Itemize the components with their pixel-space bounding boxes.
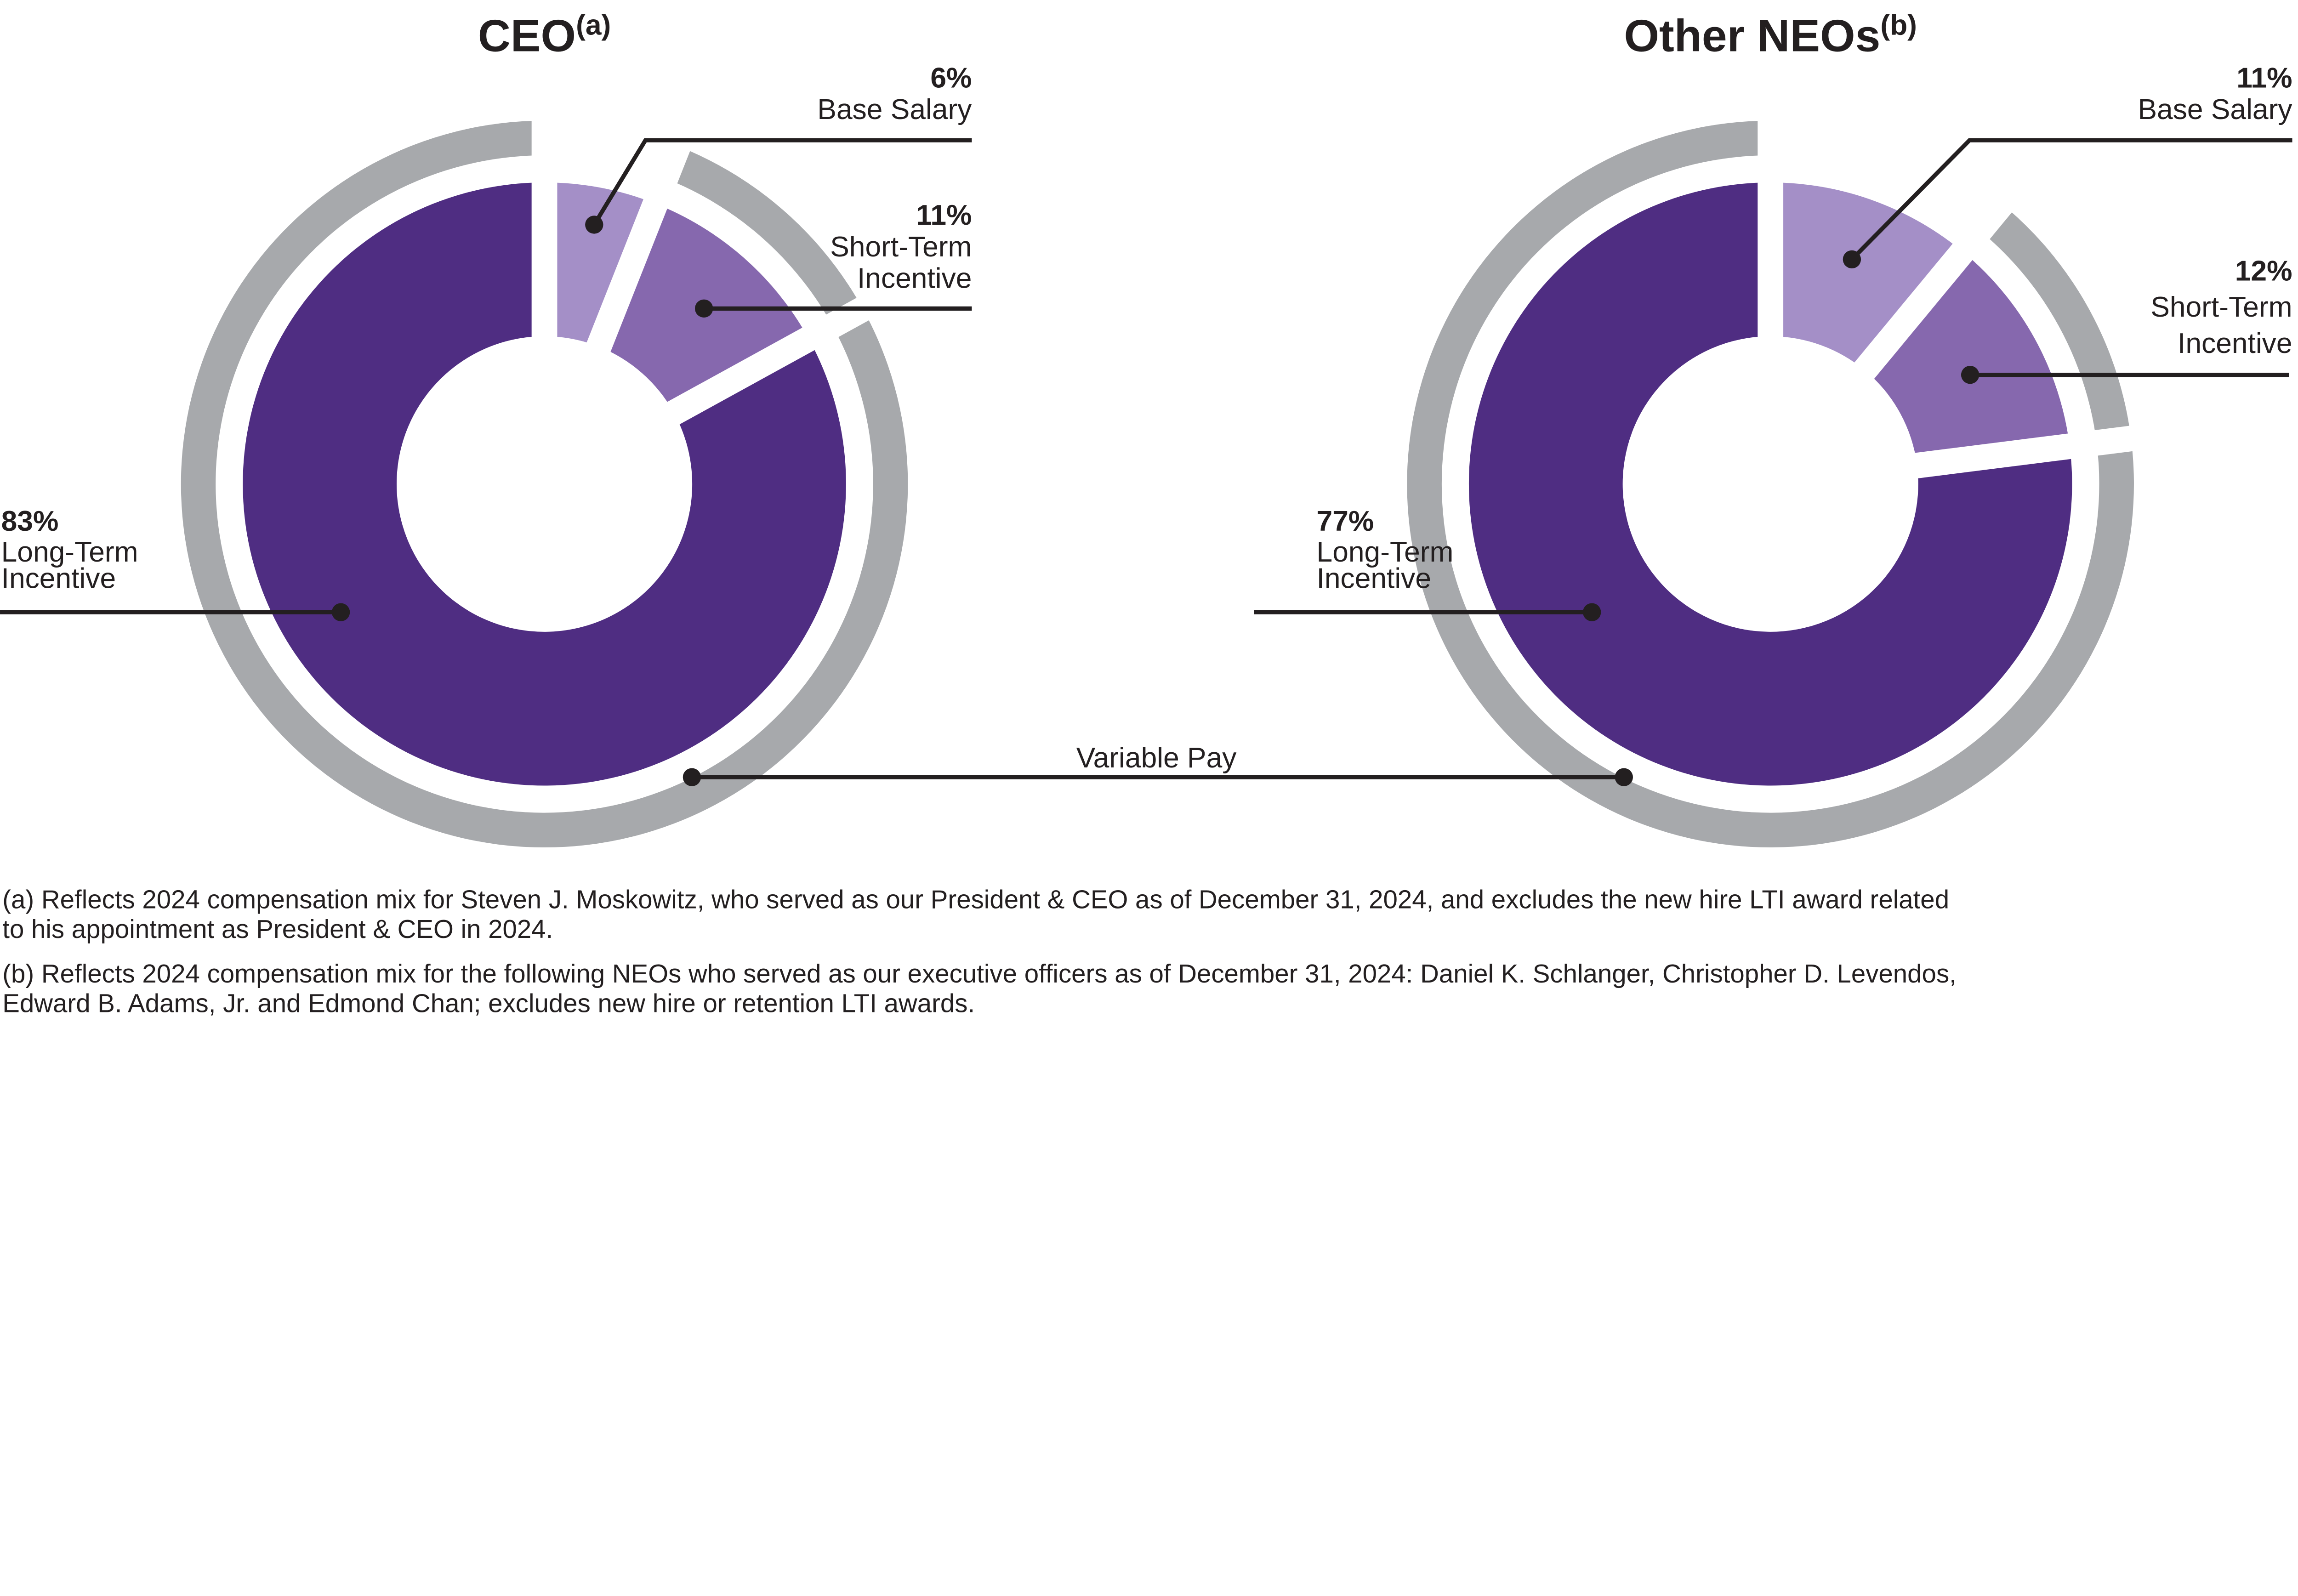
segment-label-long-term-incentive-line-2: Incentive bbox=[1, 563, 116, 595]
leader-dot-base-salary bbox=[585, 216, 603, 234]
donut-segment-short-term-incentive bbox=[1865, 251, 2070, 466]
chart-title-ceo: CEO(a) bbox=[478, 9, 611, 61]
footnote-b-line-2: Edward B. Adams, Jr. and Edmond Chan; ex… bbox=[2, 988, 975, 1017]
variable-pay-label: Variable Pay bbox=[1076, 742, 1237, 774]
segment-label-pct-long-term-incentive: 77% bbox=[1317, 505, 1374, 537]
leader-line-base-salary bbox=[592, 138, 972, 226]
segment-label-short-term-incentive-line-1: Short-Term bbox=[2150, 291, 2292, 323]
leader-line-base-salary bbox=[1850, 138, 2292, 261]
leader-dot-short-term-incentive bbox=[1961, 366, 1979, 384]
variable-pay-leader-dot-right bbox=[1615, 768, 1633, 786]
donut-segment-base-salary bbox=[1770, 182, 1963, 370]
segment-label-pct-short-term-incentive: 11% bbox=[916, 199, 972, 231]
segment-label-short-term-incentive-line-2: Incentive bbox=[857, 263, 972, 295]
donut-chart-ceo: 6%Base Salary11%Short-TermIncentive83%Lo… bbox=[0, 62, 972, 848]
footnote-b-line-1: (b) Reflects 2024 compensation mix for t… bbox=[2, 959, 1957, 988]
segment-label-long-term-incentive-line-1: Long-Term bbox=[1317, 536, 1454, 568]
segment-label-base-salary-line-1: Base Salary bbox=[2138, 94, 2292, 125]
chart-title-ceo-superscript: (a) bbox=[576, 9, 611, 41]
footnotes: (a) Reflects 2024 compensation mix for S… bbox=[2, 885, 1957, 1018]
donut-segment-long-term-incentive bbox=[1468, 182, 2072, 786]
donut-chart-other-neos: 11%Base Salary 12% Short-Term Incentive 77%L… bbox=[1254, 62, 2292, 848]
donut-segment-long-term-incentive bbox=[243, 182, 846, 786]
footnote-a-line-1: (a) Reflects 2024 compensation mix for S… bbox=[2, 885, 1949, 914]
chart-title-other-neos-superscript: (b) bbox=[1880, 9, 1917, 41]
segment-separator bbox=[538, 289, 885, 495]
chart-title-other-neos: Other NEOs(b) bbox=[1624, 9, 1917, 61]
variable-pay-annotation: Variable Pay bbox=[683, 742, 1633, 786]
leader-dot-base-salary bbox=[1843, 250, 1861, 269]
segment-separator bbox=[1769, 423, 2151, 497]
chart-title-ceo-text: CEO bbox=[478, 11, 576, 61]
donut-charts-layer: 6%Base Salary11%Short-TermIncentive83%Lo… bbox=[0, 62, 2292, 848]
leader-dot-long-term-incentive bbox=[331, 603, 350, 621]
segment-label-pct-long-term-incentive: 83% bbox=[1, 505, 59, 537]
segment-label-short-term-incentive-line-1: Short-Term bbox=[830, 231, 972, 263]
segment-label-short-term-incentive-line-2: Incentive bbox=[2178, 328, 2292, 359]
segment-label-pct-short-term-incentive: 12% bbox=[2235, 255, 2292, 287]
leader-dot-short-term-incentive bbox=[695, 299, 713, 318]
chart-title-other-neos-text: Other NEOs bbox=[1624, 11, 1880, 61]
variable-pay-leader-dot-left bbox=[683, 768, 701, 786]
compensation-mix-figure: CEO(a) Other NEOs(b) 6%Base Salary11%Sho… bbox=[0, 9, 2293, 1018]
segment-label-long-term-incentive-line-2: Incentive bbox=[1317, 563, 1431, 595]
footnote-a-line-2: to his appointment as President & CEO in… bbox=[2, 914, 553, 943]
leader-dot-long-term-incentive bbox=[1583, 603, 1601, 621]
donut-segment-base-salary bbox=[544, 182, 656, 347]
segment-label-pct-base-salary: 6% bbox=[930, 62, 972, 94]
segment-label-base-salary-line-1: Base Salary bbox=[817, 94, 972, 125]
segment-label-long-term-incentive-line-1: Long-Term bbox=[1, 536, 138, 568]
segment-label-pct-base-salary: 11% bbox=[2236, 62, 2292, 94]
segment-separator bbox=[1760, 182, 2024, 493]
segment-separator bbox=[532, 125, 697, 489]
